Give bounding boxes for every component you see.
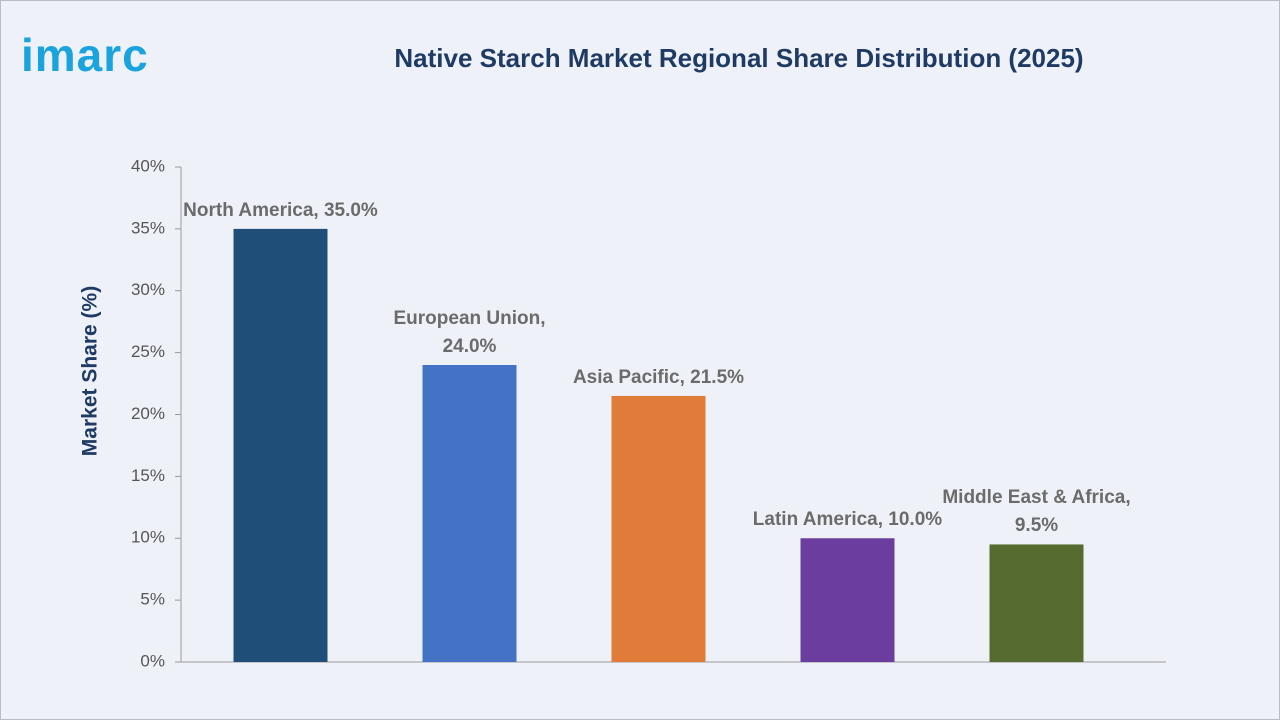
y-tick-label: 5% <box>140 590 165 609</box>
logo: imarc <box>21 29 149 81</box>
chart-title: Native Starch Market Regional Share Dist… <box>394 43 1083 73</box>
data-label: Middle East & Africa, 9.5% <box>942 487 1131 537</box>
data-label: North America, 35.0% <box>183 199 378 221</box>
y-tick-label: 25% <box>131 342 165 361</box>
y-tick-label: 0% <box>140 651 165 670</box>
y-tick-label: 30% <box>131 280 165 299</box>
data-label: Latin America, 10.0% <box>752 509 943 531</box>
y-tick-label: 20% <box>131 404 165 423</box>
y-tick-label: 10% <box>131 528 165 547</box>
y-tick-label: 40% <box>131 156 165 175</box>
y-axis-title: Market Share (%) <box>79 286 102 456</box>
y-tick-label: 35% <box>131 218 165 237</box>
bar <box>989 544 1084 662</box>
y-tick-label: 15% <box>131 466 165 485</box>
data-label: European Union, 24.0% <box>393 308 546 357</box>
bar <box>611 395 706 662</box>
data-label: Asia Pacific, 21.5% <box>572 366 745 388</box>
bar <box>233 228 328 662</box>
bar <box>422 365 517 662</box>
bar <box>800 538 895 662</box>
